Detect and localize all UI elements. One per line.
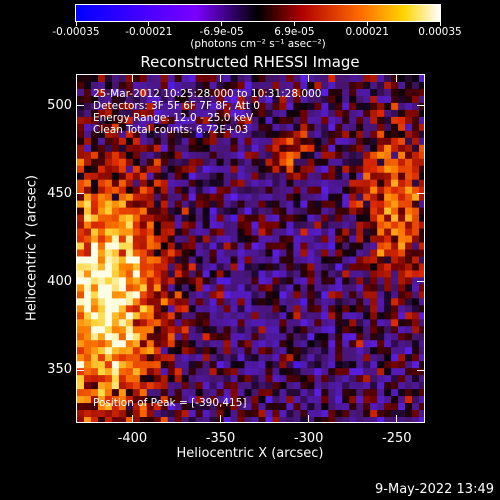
image-pixels	[77, 75, 424, 422]
info-time-range: 25-Mar-2012 10:25:28.000 to 10:31:28.000	[93, 88, 322, 100]
y-axis-title: Heliocentric Y (arcsec)	[24, 175, 40, 321]
colorbar-tick-label: 0.00021	[345, 26, 389, 38]
x-axis-tick	[131, 415, 133, 423]
colorbar-tick	[75, 22, 77, 26]
y-axis-tick	[76, 369, 84, 371]
y-axis-tick	[76, 193, 84, 195]
colorbar-tick	[148, 22, 150, 26]
image-plot	[76, 74, 425, 423]
colorbar-tick	[439, 22, 441, 26]
info-energy-range: Energy Range: 12.0 - 25.0 keV	[93, 112, 254, 124]
colorbar-tick	[366, 22, 368, 26]
colorbar-tick-label: -0.00035	[52, 26, 100, 38]
colorbar-tick-label: -6.9e-05	[199, 26, 244, 38]
info-detectors: Detectors: 3F 5F 6F 7F 8F, Att 0	[93, 100, 260, 112]
x-axis-tick	[308, 415, 310, 423]
y-axis-tick	[417, 105, 425, 107]
y-axis-tick-label: 500	[47, 97, 72, 113]
x-axis-tick	[396, 415, 398, 423]
plot-title: Reconstructed RHESSI Image	[140, 53, 360, 71]
y-axis-tick-label: 450	[47, 185, 72, 201]
colorbar-tick	[293, 22, 295, 26]
x-axis-tick	[220, 74, 222, 82]
x-axis-tick	[220, 415, 222, 423]
y-axis-tick	[417, 281, 425, 283]
colorbar	[75, 4, 441, 22]
info-clean-counts: Clean Total counts: 6.72E+03	[93, 124, 249, 136]
x-axis-tick-label: -400	[117, 431, 148, 446]
timestamp: 9-May-2022 13:49	[375, 482, 494, 497]
x-axis-tick	[308, 74, 310, 82]
colorbar-tick-label: -0.00021	[125, 26, 173, 38]
colorbar-tick-label: 6.9e-05	[274, 26, 315, 38]
x-axis-tick-label: -300	[293, 431, 324, 446]
y-axis-tick	[417, 369, 425, 371]
y-axis-tick	[76, 281, 84, 283]
x-axis-tick	[396, 74, 398, 82]
x-axis-tick-label: -350	[205, 431, 236, 446]
colorbar-tick-label: 0.00035	[418, 26, 462, 38]
colorbar-tick	[221, 22, 223, 26]
y-axis-tick-label: 400	[47, 273, 72, 289]
y-axis-tick-label: 350	[47, 362, 72, 378]
y-axis-tick	[76, 105, 84, 107]
colorbar-units: (photons cm⁻² s⁻¹ asec⁻²)	[190, 38, 326, 50]
x-axis-tick-label: -250	[382, 431, 412, 446]
x-axis-title: Heliocentric X (arcsec)	[176, 446, 324, 461]
peak-position: Position of Peak = [-390,415]	[93, 397, 247, 409]
colorbar-gradient	[76, 5, 440, 21]
x-axis-tick	[131, 74, 133, 82]
y-axis-tick	[417, 193, 425, 195]
